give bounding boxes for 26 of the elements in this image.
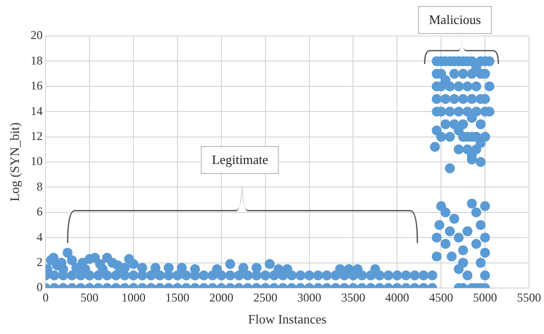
y-tick-label: 10 [30,154,43,168]
x-tick-label: 4500 [429,290,454,304]
x-tick-label: 1500 [165,290,190,304]
x-tick-label: 5000 [473,290,498,304]
x-axis-title: Flow Instances [248,312,326,327]
y-tick-label: 12 [30,128,43,143]
x-tick-label: 3500 [341,290,366,304]
y-axis-title: Log (SYN_bit) [7,122,22,202]
y-tick-label: 2 [36,254,43,269]
y-tick-label: 6 [36,204,43,219]
annotation: Legitimate [200,146,280,174]
x-tick-label: 5500 [517,290,541,304]
x-tick-label: 2500 [253,290,278,304]
x-tick-label: 2000 [209,290,234,304]
x-tick-label: 500 [80,290,99,304]
y-tick-label: 0 [36,280,43,294]
y-tick-label: 18 [30,53,43,68]
x-tick-label: 4000 [385,290,410,304]
y-tick-label: 14 [30,104,43,118]
y-tick-label: 4 [36,230,43,244]
y-tick-label: 16 [30,78,43,93]
y-tick-label: 20 [30,28,43,42]
text: Malicious [418,6,492,34]
y-tick-label: 8 [36,179,43,194]
x-tick-label: 1000 [121,290,146,304]
x-tick-label: 3000 [297,290,322,304]
